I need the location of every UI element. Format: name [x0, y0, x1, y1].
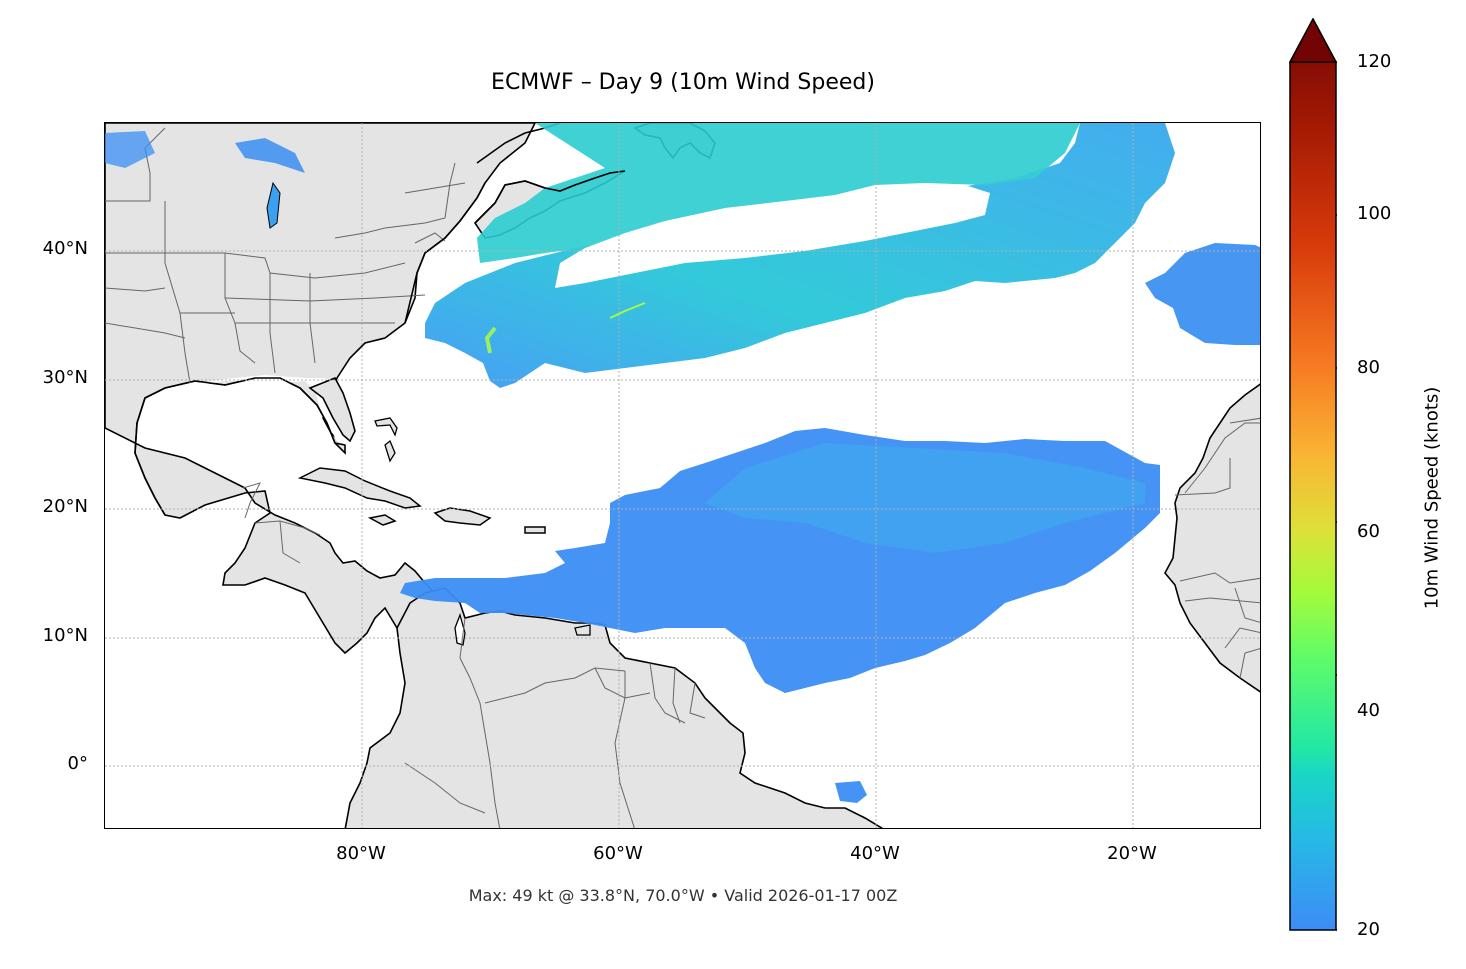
hispaniola [433, 507, 492, 526]
max-wind-caption: Max: 49 kt @ 33.8°N, 70.0°W • Valid 2026… [468, 886, 898, 905]
x-tick-60w: 60°W [593, 843, 643, 864]
florida [308, 376, 356, 443]
bahamas [374, 417, 398, 437]
colorbar-tick-80: 80 [1357, 357, 1380, 378]
political-borders [105, 127, 1260, 828]
colorbar-tick-120: 120 [1357, 51, 1392, 72]
jamaica [367, 514, 397, 526]
y-tick-10n: 10°N [42, 625, 88, 646]
lake-michigan [266, 181, 281, 229]
x-tick-40w: 40°W [850, 843, 900, 864]
bahamas-2 [384, 439, 396, 463]
wind-field [105, 123, 1260, 803]
africa-land [1164, 383, 1260, 693]
map-title: ECMWF – Day 9 (10m Wind Speed) [491, 70, 875, 95]
graticule [105, 123, 1260, 828]
x-tick-80w: 80°W [336, 843, 386, 864]
colorbar-tick-40: 40 [1357, 700, 1380, 721]
jet-band [425, 123, 1175, 388]
colorbar-tick-100: 100 [1357, 203, 1392, 224]
cuba [297, 467, 422, 509]
northern-band [477, 123, 1080, 263]
puerto-rico [524, 526, 546, 534]
y-tick-20n: 20°N [42, 496, 88, 517]
colorbar-label: 10m Wind Speed (knots) [1421, 386, 1443, 610]
y-tick-30n: 30°N [42, 367, 88, 388]
colorbar-tick-20: 20 [1357, 919, 1380, 940]
y-tick-40n: 40°N [42, 238, 88, 259]
map-canvas [105, 123, 1260, 828]
colorbar-tick-60: 60 [1357, 521, 1380, 542]
azores-patch [1145, 243, 1260, 345]
y-tick-0: 0° [67, 753, 88, 774]
x-tick-20w: 20°W [1107, 843, 1157, 864]
brazil-coast-patch [835, 781, 867, 803]
colorbar [1289, 18, 1337, 931]
great-lakes-patch [235, 138, 305, 173]
map-panel [104, 122, 1261, 829]
